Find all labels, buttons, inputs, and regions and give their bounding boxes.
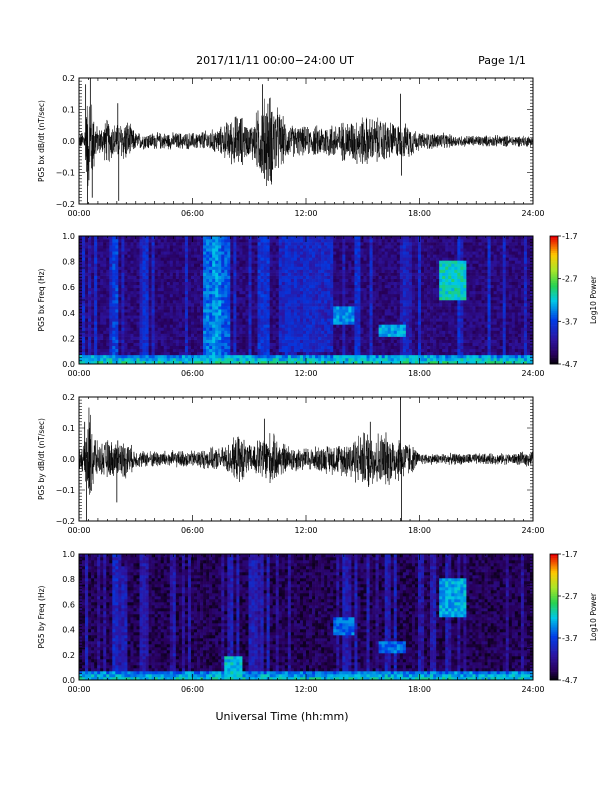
x-tick-label: 06:00 — [181, 526, 204, 535]
x-tick-label: 18:00 — [408, 209, 431, 218]
x-tick-label: 24:00 — [521, 369, 544, 378]
y-tick-label: 0.8 — [62, 258, 75, 267]
spectrogram-cells — [79, 236, 534, 365]
y-tick-label: 0.0 — [62, 137, 75, 146]
y-tick-label: −0.2 — [56, 517, 75, 526]
y-tick-label: −0.1 — [56, 486, 75, 495]
y-tick-label: 1.0 — [62, 232, 75, 241]
chart-panel-1: 00:00 06:00 12:00 18:00 24:00 0.2 0.1 0.0 −0.1 −0… — [37, 74, 545, 218]
colorbar-tick-label: -4.7 — [562, 360, 578, 369]
x-tick-label: 12:00 — [294, 685, 317, 694]
y-tick-label: 0.0 — [62, 455, 75, 464]
x-tick-label: 24:00 — [521, 526, 544, 535]
page-indicator: Page 1/1 — [478, 54, 526, 67]
chart-panel-3: 00:00 06:00 12:00 18:00 24:00 0.2 0.1 0.0 −0.1 −0… — [37, 393, 545, 535]
colorbar-tick-label: -2.7 — [562, 275, 578, 284]
x-tick-label: 24:00 — [521, 685, 544, 694]
series-trace — [79, 407, 533, 495]
y-tick-label: 0.0 — [62, 676, 75, 685]
y-tick-label: 0.8 — [62, 575, 75, 584]
x-tick-label: 18:00 — [408, 369, 431, 378]
x-tick-label: 18:00 — [408, 685, 431, 694]
chart-panel-2: -1.7 -2.7 -3.7 -4.7 Log10 Power 00:00 06:00 12:… — [37, 232, 598, 378]
x-axis-title: Universal Time (hh:mm) — [216, 710, 349, 723]
figure-title: 2017/11/11 00:00−24:00 UT — [196, 54, 354, 67]
colorbar-tick-label: -1.7 — [562, 232, 578, 241]
colorbar-tick-label: -3.7 — [562, 634, 578, 643]
x-tick-label: 12:00 — [294, 526, 317, 535]
y-tick-label: 0.2 — [62, 651, 75, 660]
y-tick-label: 0.2 — [62, 334, 75, 343]
y-tick-label: 0.2 — [62, 393, 75, 402]
x-tick-label: 24:00 — [521, 209, 544, 218]
y-tick-label: 0.6 — [62, 600, 75, 609]
x-tick-label: 06:00 — [181, 369, 204, 378]
x-tick-label: 12:00 — [294, 209, 317, 218]
y-tick-label: 0.6 — [62, 283, 75, 292]
colorbar-title: Log10 Power — [589, 592, 598, 641]
colorbar-title: Log10 Power — [589, 275, 598, 324]
colorbar-tick-label: -4.7 — [562, 676, 578, 685]
y-tick-label: 0.0 — [62, 360, 75, 369]
x-tick-label: 18:00 — [408, 526, 431, 535]
spectrogram-cells — [79, 554, 534, 681]
y-axis-title: PG5 by dB/dt (nT/sec) — [37, 418, 46, 500]
colorbar: -1.7 -2.7 -3.7 -4.7 Log10 Power — [549, 232, 598, 369]
y-tick-label: 0.4 — [62, 309, 75, 318]
y-axis-title: PG5 bx Freq (Hz) — [37, 268, 46, 331]
y-tick-label: −0.1 — [56, 169, 75, 178]
y-axis-title: PG5 by Freq (Hz) — [37, 585, 46, 648]
y-tick-label: 0.1 — [62, 106, 75, 115]
x-tick-label: 06:00 — [181, 685, 204, 694]
colorbar-tick-label: -2.7 — [562, 592, 578, 601]
x-tick-label: 00:00 — [67, 209, 90, 218]
y-tick-label: −0.2 — [56, 200, 75, 209]
y-tick-label: 1.0 — [62, 550, 75, 559]
x-tick-label: 00:00 — [67, 685, 90, 694]
series-trace — [79, 97, 533, 187]
colorbar-tick-label: -3.7 — [562, 317, 578, 326]
x-tick-label: 00:00 — [67, 526, 90, 535]
y-tick-label: 0.1 — [62, 424, 75, 433]
chart-panel-4: -1.7 -2.7 -3.7 -4.7 Log10 Power 00:00 06:00 12:… — [37, 550, 598, 694]
colorbar-tick-label: -1.7 — [562, 550, 578, 559]
x-tick-label: 12:00 — [294, 369, 317, 378]
y-tick-label: 0.2 — [62, 74, 75, 83]
y-tick-label: 0.4 — [62, 626, 75, 635]
panels-group: 00:00 06:00 12:00 18:00 24:00 0.2 0.1 0.0 −0.1 −0… — [37, 74, 598, 694]
y-axis-title: PG5 bx dB/dt (nT/sec) — [37, 100, 46, 182]
x-tick-label: 00:00 — [67, 369, 90, 378]
x-tick-label: 06:00 — [181, 209, 204, 218]
colorbar: -1.7 -2.7 -3.7 -4.7 Log10 Power — [549, 550, 598, 685]
